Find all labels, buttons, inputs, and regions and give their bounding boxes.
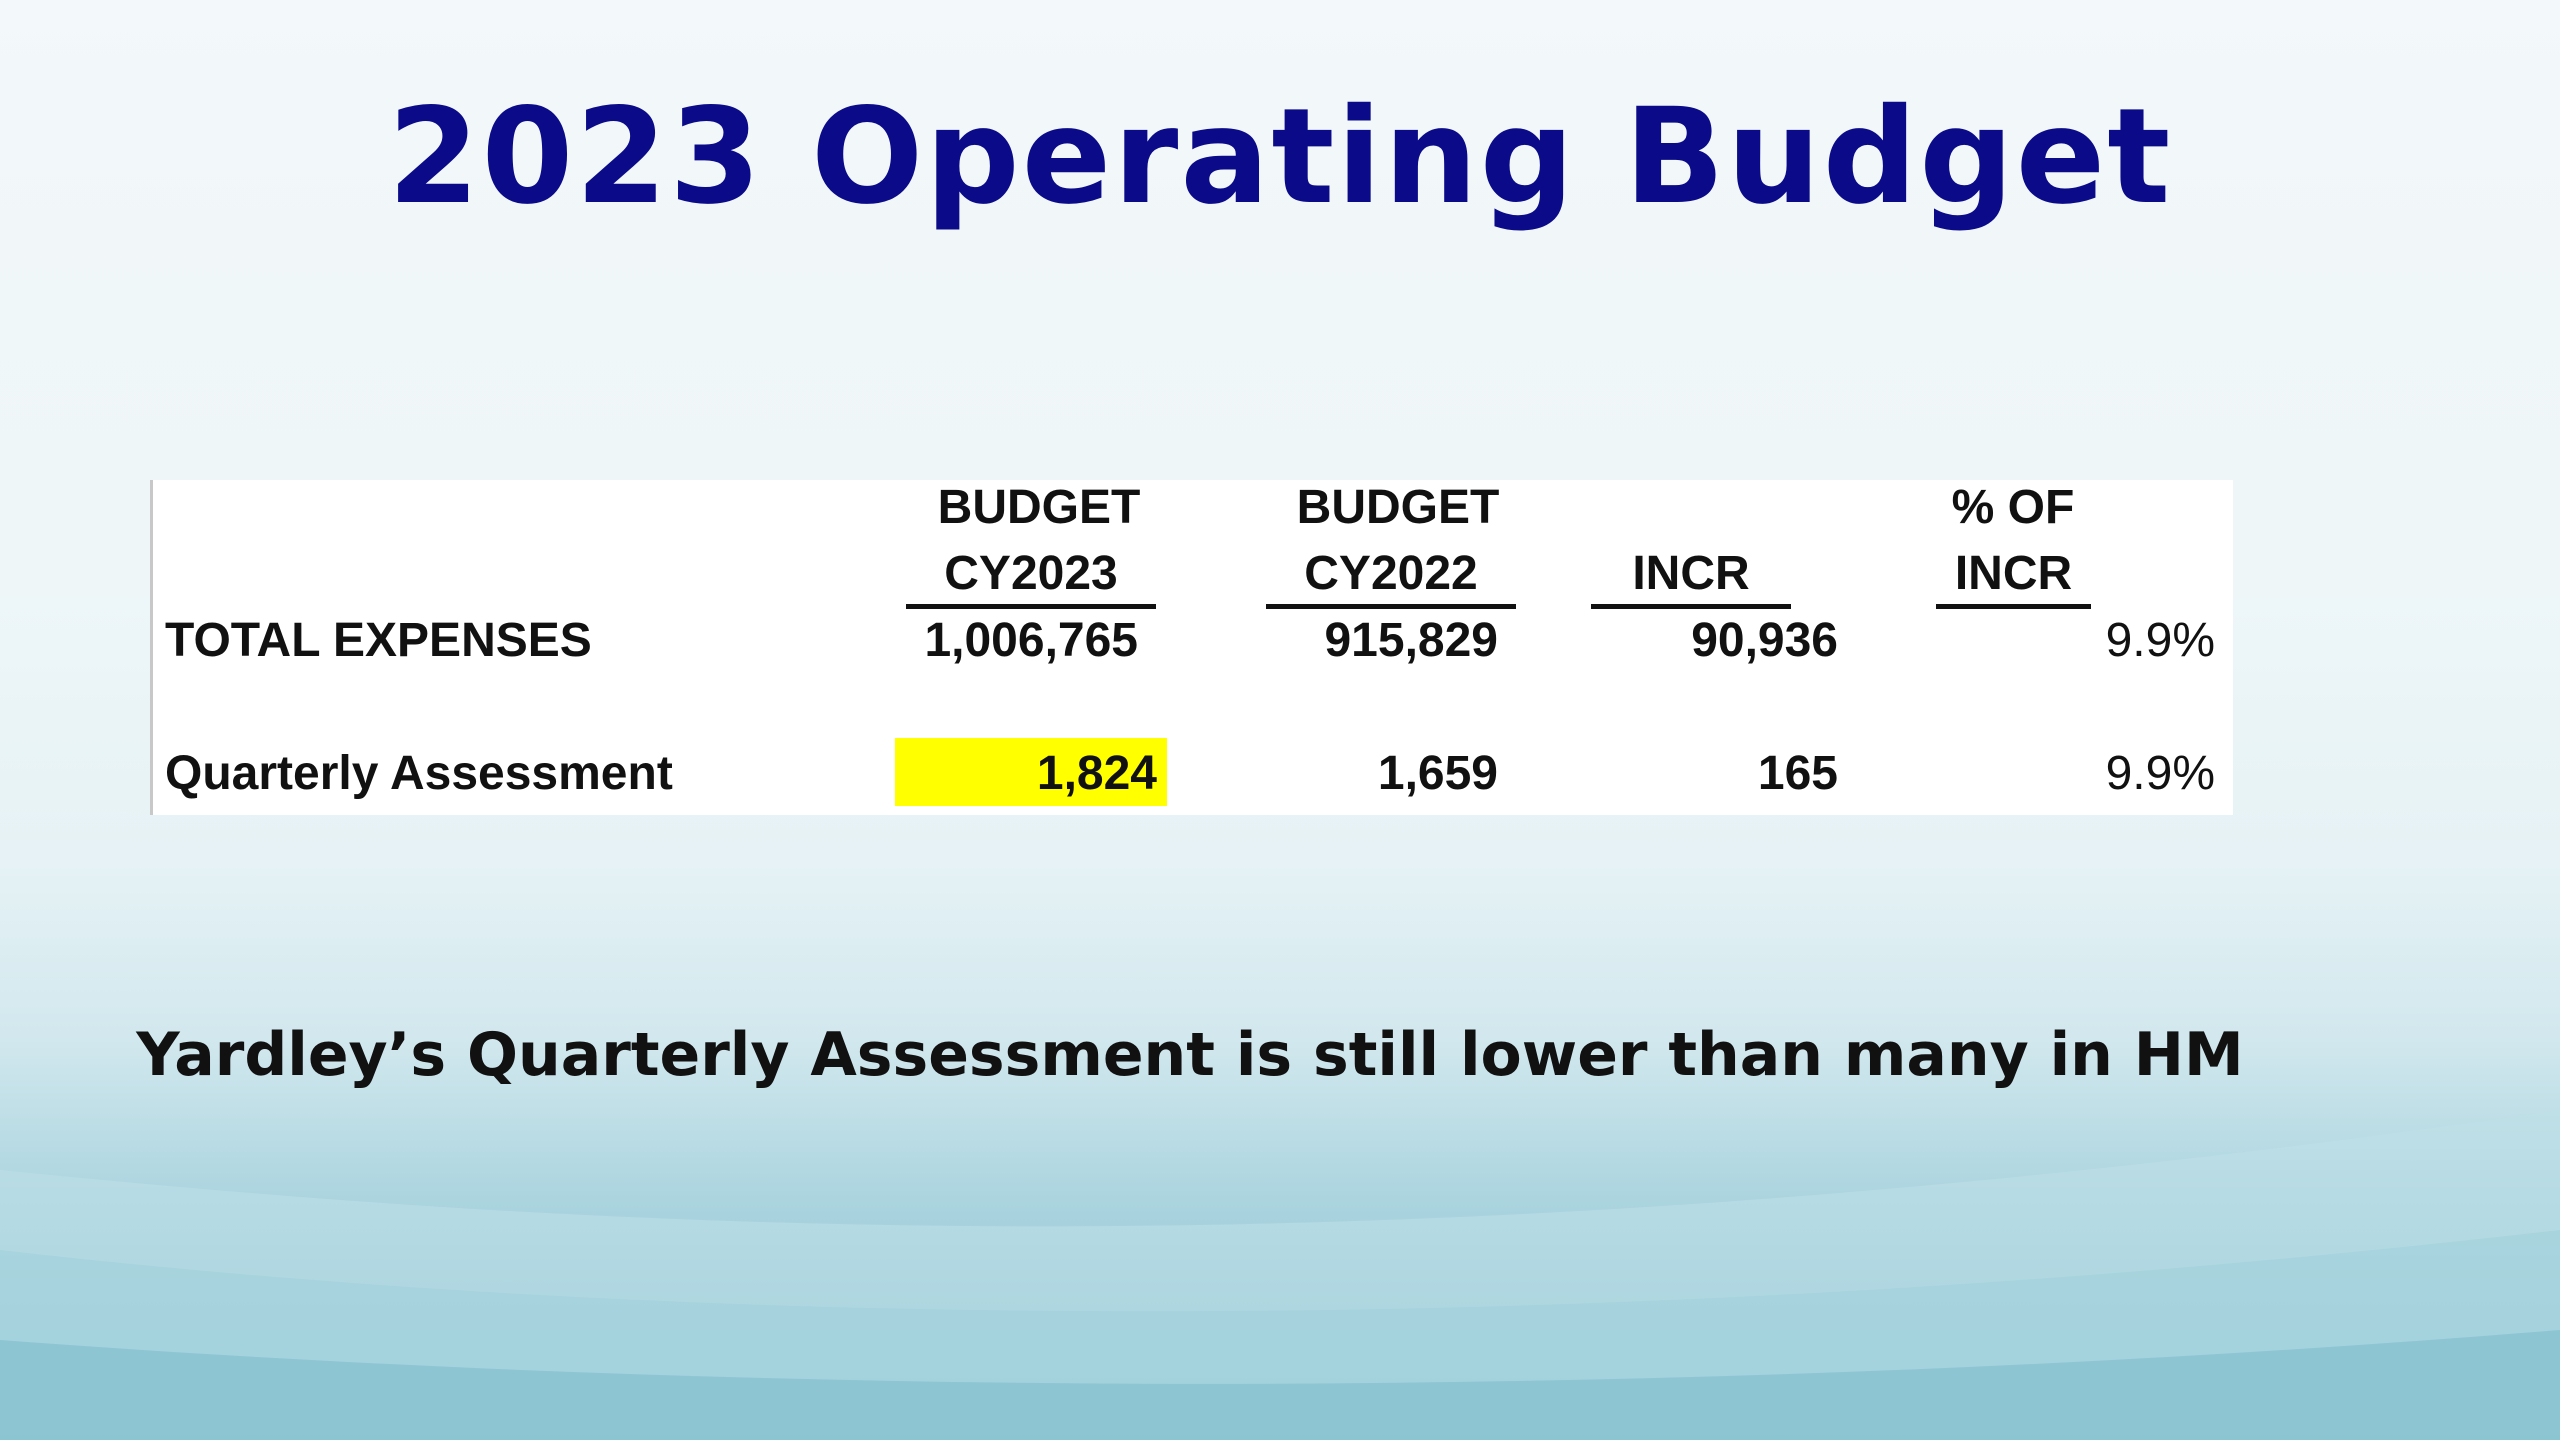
header-budget-cy2022-line1: BUDGET (1296, 481, 1500, 534)
header-budget-cy2023-line1: BUDGET (937, 481, 1141, 534)
row-label-total-expenses: TOTAL EXPENSES (165, 614, 592, 667)
total-expenses-cy2022: 915,829 (1324, 614, 1498, 667)
total-expenses-pct: 9.9% (2105, 614, 2215, 667)
header-budget-cy2023-line2: CY2023 (906, 546, 1156, 609)
row-label-quarterly-assessment: Quarterly Assessment (165, 747, 673, 800)
budget-table: BUDGET CY2023 BUDGET CY2022 INCR % OF IN… (150, 480, 2233, 815)
total-expenses-cy2023: 1,006,765 (924, 614, 1138, 667)
header-pct-line1: % OF (1951, 481, 2075, 534)
quarterly-assessment-incr: 165 (1757, 747, 1838, 800)
total-expenses-incr: 90,936 (1691, 614, 1838, 667)
quarterly-assessment-cy2023: 1,824 (1036, 747, 1157, 800)
highlight-cell (895, 738, 1167, 806)
quarterly-assessment-pct: 9.9% (2105, 747, 2215, 800)
header-budget-cy2022-line2: CY2022 (1266, 546, 1516, 609)
slide-note: Yardley’s Quarterly Assessment is still … (136, 1020, 2244, 1090)
header-pct-line2: INCR (1936, 546, 2091, 609)
header-incr: INCR (1591, 546, 1791, 609)
slide-title: 2023 Operating Budget (387, 80, 2173, 234)
quarterly-assessment-cy2022: 1,659 (1377, 747, 1498, 800)
